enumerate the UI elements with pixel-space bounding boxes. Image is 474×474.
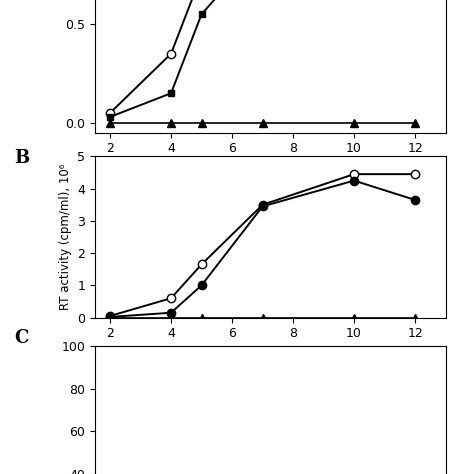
Text: B: B <box>14 149 29 167</box>
Text: C: C <box>14 329 28 347</box>
X-axis label: Days post-infection: Days post-infection <box>197 161 343 174</box>
Y-axis label: RT activity (cpm/ml), 10⁶: RT activity (cpm/ml), 10⁶ <box>58 164 72 310</box>
X-axis label: Days post-infection: Days post-infection <box>197 346 343 359</box>
